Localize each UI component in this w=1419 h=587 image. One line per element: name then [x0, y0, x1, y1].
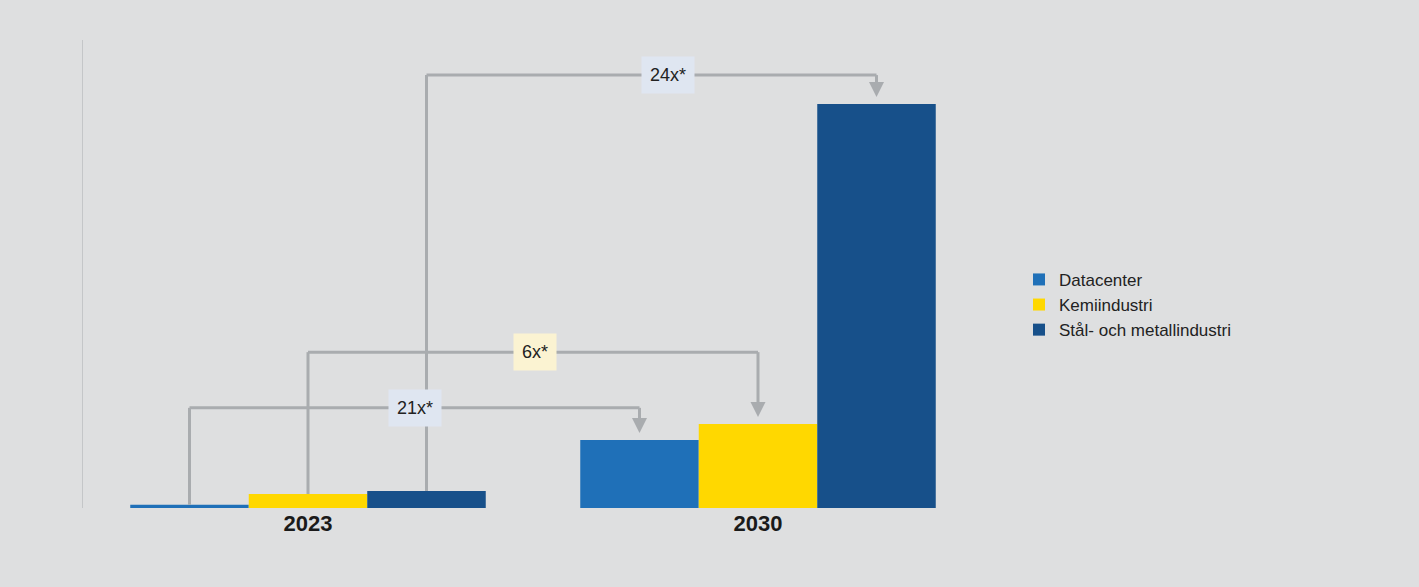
svg-text:2030: 2030 [734, 511, 783, 536]
svg-text:Datacenter: Datacenter [1059, 271, 1142, 290]
svg-text:2023: 2023 [284, 511, 333, 536]
svg-text:Stål- och metallindustri: Stål- och metallindustri [1059, 321, 1231, 340]
svg-text:21x*: 21x* [397, 398, 433, 418]
svg-text:6x*: 6x* [522, 342, 548, 362]
svg-text:24x*: 24x* [650, 65, 686, 85]
svg-text:Kemiindustri: Kemiindustri [1059, 296, 1153, 315]
